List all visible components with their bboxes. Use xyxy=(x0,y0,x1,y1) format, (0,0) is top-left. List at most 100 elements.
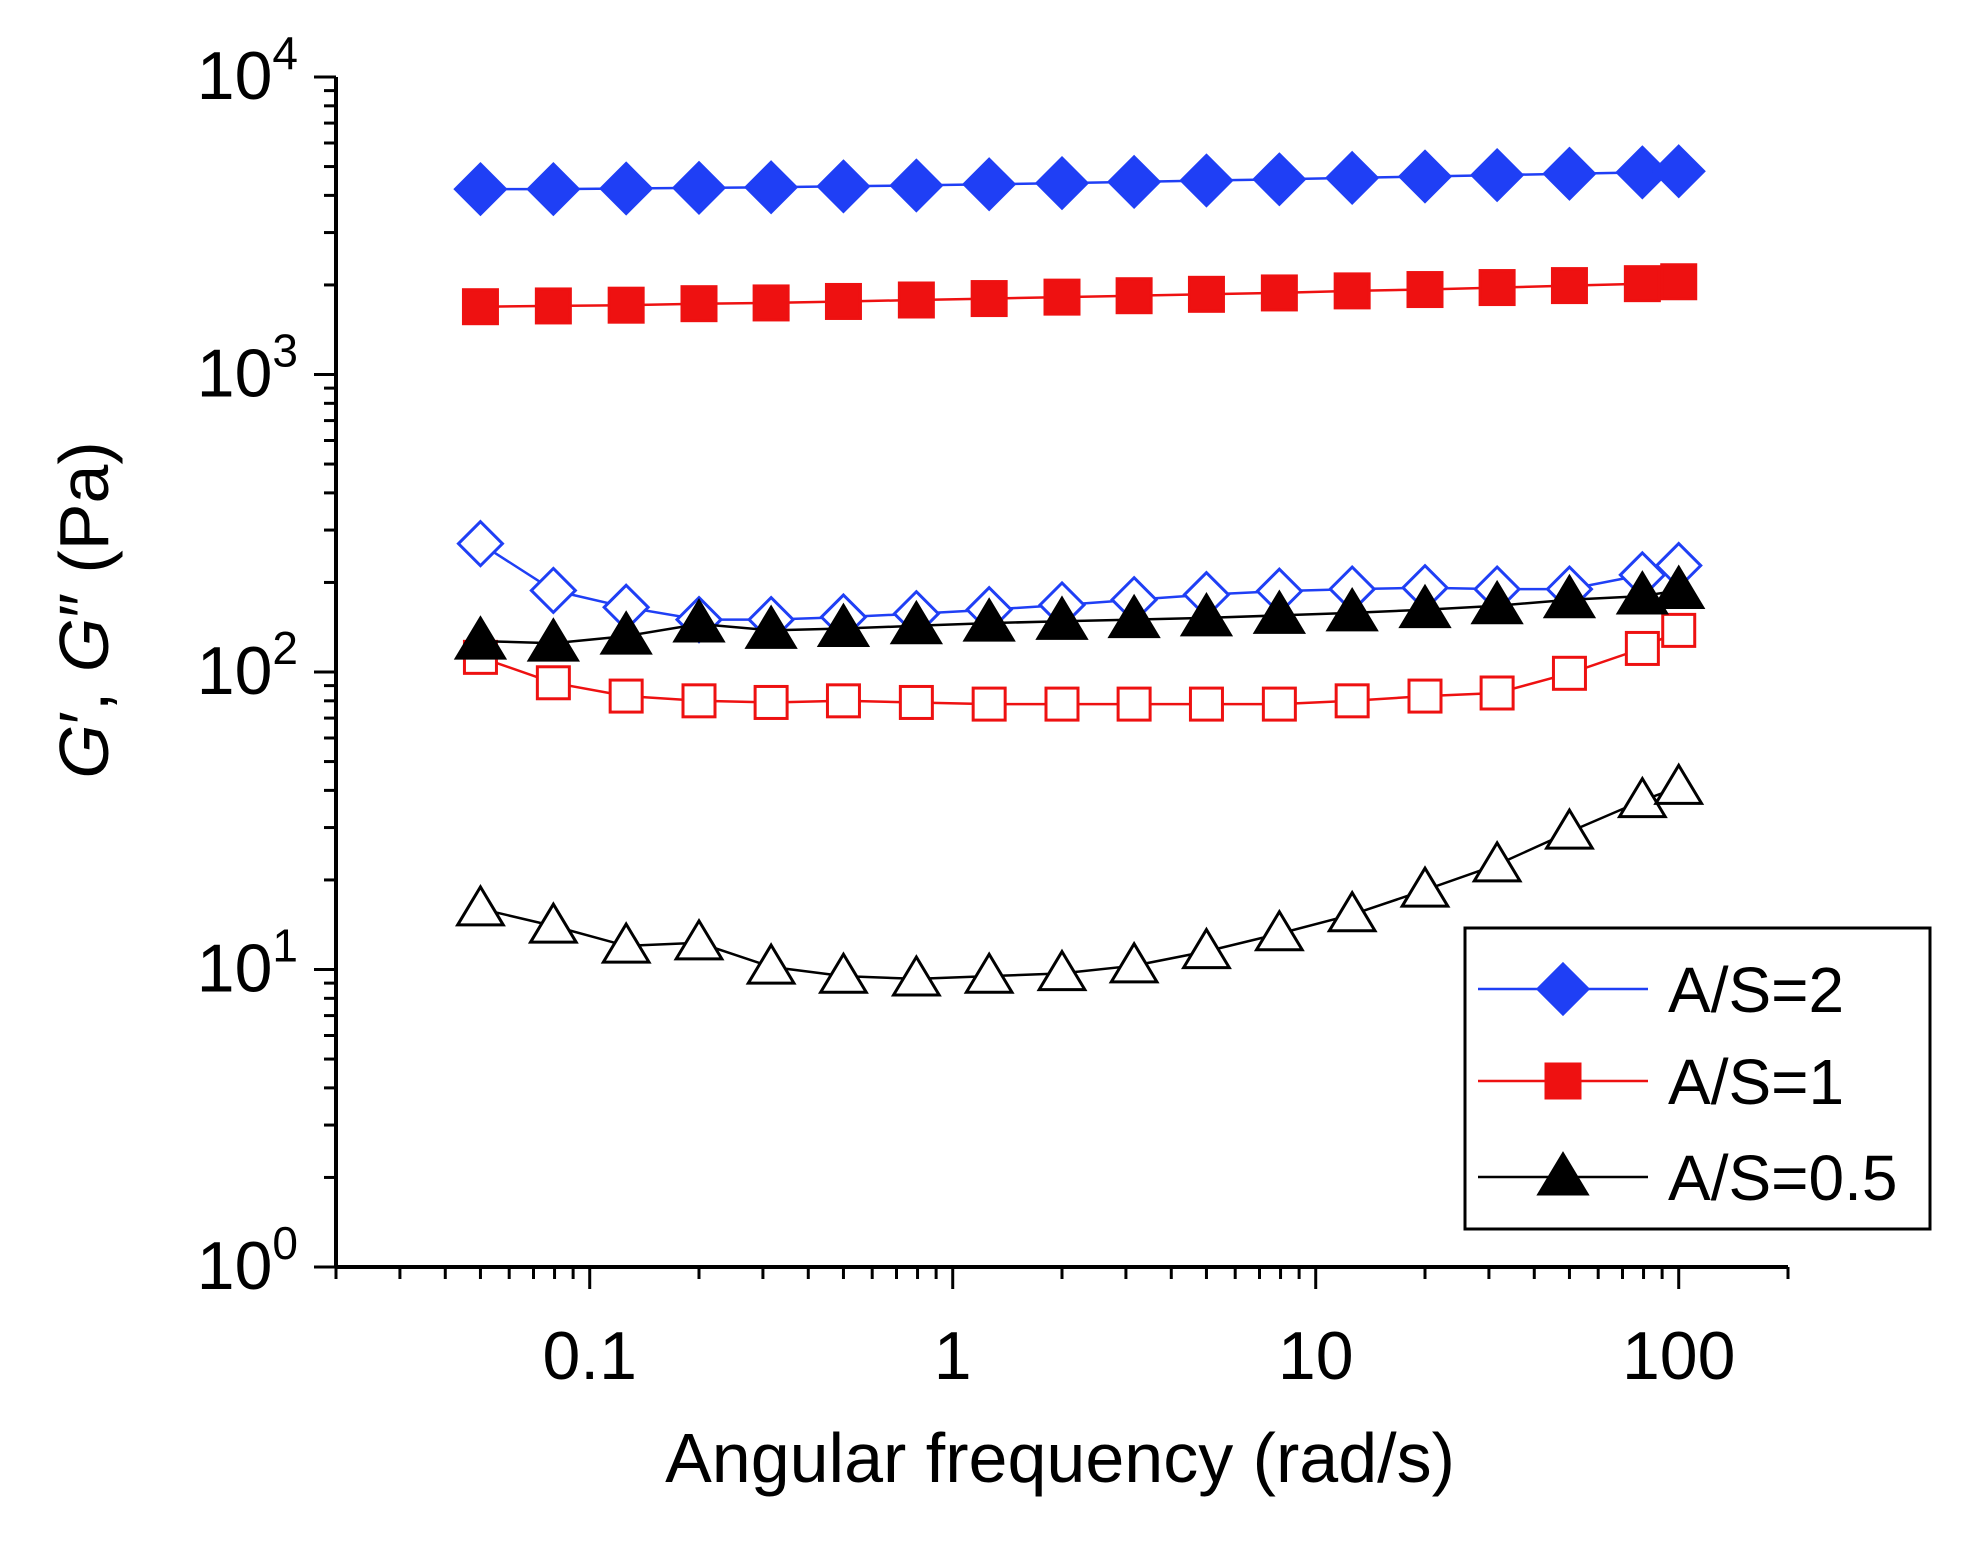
data-point-diamond xyxy=(453,161,508,217)
series-a-s-2-storage xyxy=(453,144,1706,217)
data-point-triangle xyxy=(600,921,652,964)
data-point-triangle xyxy=(1107,593,1161,639)
legend-marker-triangle xyxy=(1536,1151,1590,1196)
data-point-triangle xyxy=(1179,591,1234,637)
x-tick-label: 100 xyxy=(1622,1318,1735,1394)
data-point-diamond xyxy=(1651,144,1706,199)
data-point-triangle xyxy=(1326,889,1378,933)
data-point-diamond xyxy=(526,161,581,217)
data-point-diamond xyxy=(1542,146,1597,201)
y-tick-exponent: 1 xyxy=(272,920,298,972)
y-tick-label: 103 xyxy=(197,325,298,412)
data-point-square xyxy=(1660,263,1698,301)
data-point-triangle xyxy=(1398,583,1452,629)
legend-marker-diamond xyxy=(1535,961,1591,1017)
data-point-triangle xyxy=(744,604,798,649)
data-point-square xyxy=(1479,675,1515,711)
data-point-square xyxy=(1116,686,1152,722)
data-point-square xyxy=(1043,278,1081,316)
y-tick-exponent: 4 xyxy=(272,27,298,79)
x-tick-label: 1 xyxy=(934,1318,972,1394)
data-point-diamond xyxy=(816,159,871,214)
data-point-triangle xyxy=(1544,807,1595,850)
data-point-square xyxy=(608,678,644,714)
data-point-triangle xyxy=(889,599,944,645)
data-point-triangle xyxy=(1036,948,1088,992)
y-axis-title-unit: (Pa) xyxy=(45,441,123,593)
y-tick-base: 10 xyxy=(197,38,273,114)
y-axis-title-g1: G xyxy=(45,724,123,778)
data-point-triangle xyxy=(1108,940,1160,984)
data-point-diamond xyxy=(1397,149,1453,204)
data-point-square xyxy=(898,684,934,720)
data-point-triangle xyxy=(527,901,579,944)
legend: A/S=2 A/S=1 A/S=0.5 xyxy=(1463,926,1932,1231)
data-point-square xyxy=(1260,274,1298,312)
data-point-square xyxy=(1478,269,1516,307)
x-tick-label: 10 xyxy=(1278,1318,1354,1394)
data-point-triangle xyxy=(455,884,506,927)
y-axis-title-prime2: ″ xyxy=(45,593,123,618)
data-point-diamond xyxy=(599,161,654,216)
data-point-square xyxy=(1334,683,1370,719)
data-point-triangle xyxy=(1181,926,1232,970)
data-point-triangle xyxy=(453,615,508,660)
legend-entry-as2: A/S=2 xyxy=(1478,954,1844,1026)
data-point-triangle xyxy=(672,598,726,643)
data-point-triangle xyxy=(1616,775,1668,819)
legend-symbol-square xyxy=(1544,1062,1582,1100)
data-point-square xyxy=(753,684,789,720)
data-point-triangle xyxy=(1253,908,1305,952)
data-point-triangle xyxy=(1470,579,1524,625)
data-point-square xyxy=(970,280,1008,318)
data-point-diamond xyxy=(962,157,1017,212)
data-point-square xyxy=(461,288,499,326)
data-point-diamond xyxy=(1252,152,1307,207)
data-point-square xyxy=(1187,275,1225,313)
y-tick-exponent: 2 xyxy=(272,622,298,674)
data-point-square xyxy=(1044,686,1080,722)
legend-box xyxy=(1463,926,1932,1231)
data-point-square xyxy=(1624,630,1660,666)
data-point-triangle xyxy=(818,951,869,994)
y-tick-exponent: 3 xyxy=(272,325,298,377)
data-point-triangle xyxy=(745,942,797,985)
data-point-square xyxy=(897,281,935,319)
y-tick-base: 10 xyxy=(197,1228,273,1304)
series-a-s-0-5-storage xyxy=(453,564,1706,662)
data-point-triangle xyxy=(599,610,653,655)
data-point-square xyxy=(971,686,1007,722)
y-axis-title-prime1: ′ xyxy=(45,711,123,724)
data-point-square xyxy=(535,665,571,701)
y-axis-title-sep: , xyxy=(45,672,123,711)
x-axis-title: Angular frequency (rad/s) xyxy=(665,1419,1455,1497)
data-point-triangle xyxy=(890,954,942,997)
data-point-diamond xyxy=(1325,150,1380,206)
data-point-triangle xyxy=(1252,589,1307,634)
data-point-triangle xyxy=(1542,573,1597,619)
data-point-triangle xyxy=(816,602,871,648)
data-point-square xyxy=(680,285,718,323)
data-point-triangle xyxy=(1471,839,1523,883)
legend-label-as05: A/S=0.5 xyxy=(1668,1142,1898,1214)
data-point-square xyxy=(1661,612,1697,648)
data-point-diamond xyxy=(671,160,727,215)
data-point-square xyxy=(534,287,572,325)
y-tick-base: 10 xyxy=(197,931,273,1007)
data-point-square xyxy=(1550,267,1588,305)
data-point-triangle xyxy=(526,617,581,662)
legend-symbol-triangle xyxy=(1536,1151,1590,1196)
legend-marker-square xyxy=(1544,1062,1582,1100)
legend-entry-as1: A/S=1 xyxy=(1478,1046,1844,1118)
data-point-square xyxy=(1406,271,1444,309)
data-point-square xyxy=(681,683,717,719)
data-point-square xyxy=(824,282,862,320)
y-tick-base: 10 xyxy=(197,336,273,412)
data-point-square xyxy=(1333,272,1371,310)
y-tick-label: 102 xyxy=(197,622,298,709)
legend-label-as2: A/S=2 xyxy=(1668,954,1844,1026)
data-point-square xyxy=(1261,686,1297,722)
y-tick-label: 104 xyxy=(197,27,298,114)
